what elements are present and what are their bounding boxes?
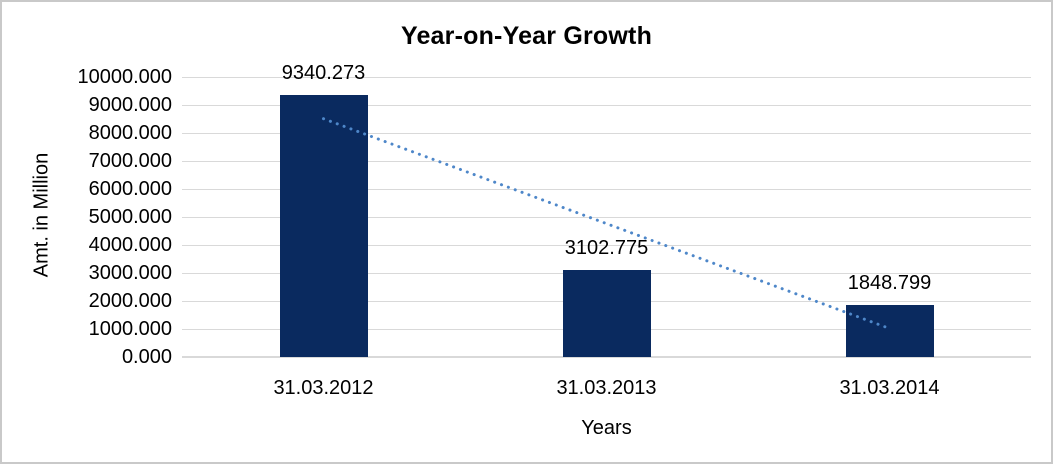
y-axis-tick-label: 2000.000 — [88, 290, 172, 312]
bar — [845, 305, 934, 357]
gridline — [182, 104, 1031, 106]
bar-data-label: 3102.775 — [564, 237, 649, 260]
bar-data-label: 9340.273 — [281, 62, 366, 85]
y-axis-tick-label: 0.000 — [121, 346, 172, 368]
y-axis-tick-label: 10000.000 — [77, 66, 172, 88]
x-axis-title: Years — [581, 417, 632, 439]
y-axis-tick-label: 8000.000 — [88, 122, 172, 144]
y-axis-tick-label: 7000.000 — [88, 150, 172, 172]
y-axis-tick-label: 5000.000 — [88, 206, 172, 228]
y-axis-tick-label: 6000.000 — [88, 178, 172, 200]
y-axis-tick-label: 9000.000 — [88, 94, 172, 116]
y-axis-tick-label: 1000.000 — [88, 318, 172, 340]
y-axis-title: Amt. in Million — [30, 152, 53, 278]
y-axis-tick-label: 4000.000 — [88, 234, 172, 256]
x-axis-tick-label: 31.03.2014 — [839, 377, 940, 399]
gridline — [182, 356, 1031, 358]
bar — [562, 270, 651, 357]
x-axis-tick-label: 31.03.2013 — [556, 377, 657, 399]
bar-data-label: 1848.799 — [847, 272, 932, 295]
bar — [279, 95, 368, 357]
x-axis-tick-label: 31.03.2012 — [273, 377, 374, 399]
gridline — [182, 76, 1031, 78]
y-axis-tick-label: 3000.000 — [88, 262, 172, 284]
chart-title: Year-on-Year Growth — [400, 22, 653, 50]
